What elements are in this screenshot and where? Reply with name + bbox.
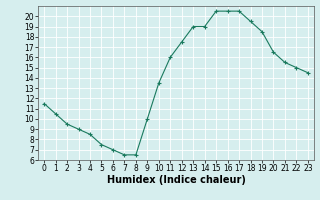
X-axis label: Humidex (Indice chaleur): Humidex (Indice chaleur) [107,175,245,185]
